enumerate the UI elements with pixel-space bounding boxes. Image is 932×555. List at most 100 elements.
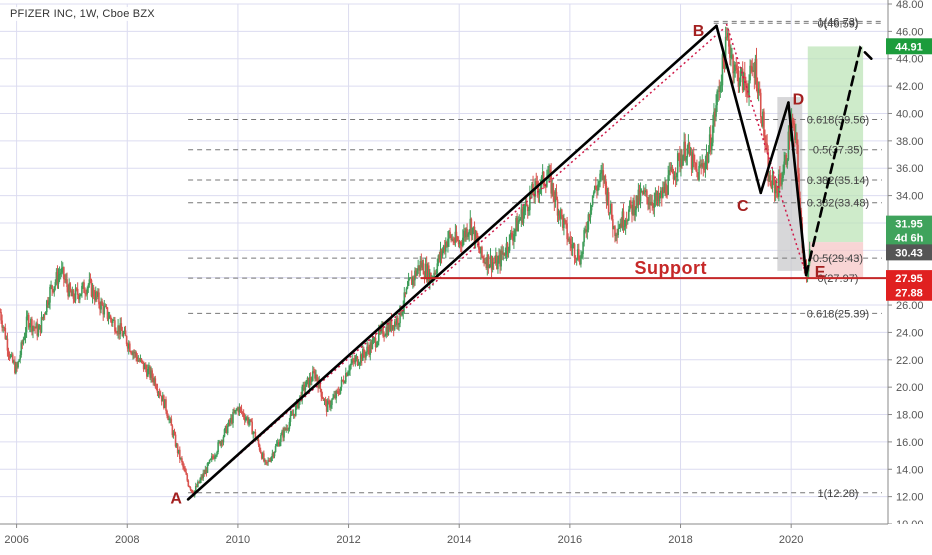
candle-body (743, 72, 746, 84)
candle-body (104, 306, 107, 308)
candle-body (623, 226, 626, 228)
candle-body (281, 431, 283, 436)
candle-body (391, 325, 394, 330)
candle-body (470, 218, 473, 236)
candle-body (341, 379, 344, 381)
candle-body (203, 473, 206, 475)
candle-body (641, 190, 644, 194)
candle-body (564, 219, 566, 221)
candle-body (320, 389, 323, 397)
pattern-leg (759, 101, 790, 195)
candle-body (785, 154, 788, 165)
candle-body (769, 175, 772, 186)
candle-body (380, 327, 382, 332)
candle-body (230, 417, 232, 423)
candle-body (383, 335, 385, 337)
candle-body (527, 210, 530, 212)
pattern-point-label: E (815, 264, 826, 281)
candle-body (208, 459, 211, 463)
candle-body (624, 220, 627, 227)
candle-body (325, 401, 328, 412)
candle-body (120, 323, 123, 331)
candle-body (273, 451, 276, 457)
candle-body (780, 180, 782, 185)
candle-body (498, 255, 500, 261)
candle-body (410, 277, 413, 285)
candle-body (506, 243, 509, 251)
candle-body (210, 456, 213, 459)
candle-body (695, 162, 697, 170)
candle-body (119, 323, 122, 335)
candle-body (124, 330, 127, 337)
candle-body (491, 262, 494, 270)
candle-body (96, 291, 98, 297)
abcde-pattern: A B C D E (170, 23, 876, 507)
price-tag (886, 38, 932, 55)
candle-body (696, 169, 698, 173)
candle-body (224, 425, 227, 430)
candle-body (395, 321, 397, 325)
candle-body (396, 317, 398, 325)
candle-body (355, 356, 358, 359)
candle-body (0, 312, 2, 321)
candle-body (435, 272, 438, 274)
candle-body (97, 292, 99, 297)
candle-body (598, 181, 600, 185)
price-tag (886, 284, 932, 301)
candle-body (772, 174, 775, 180)
y-tick-label: 36.00 (896, 163, 924, 175)
candle-body (687, 142, 690, 149)
candle-body (80, 293, 82, 296)
candle-body (664, 183, 666, 193)
fib-level-label: 1(12.28) (818, 488, 859, 500)
candle-body (365, 352, 367, 358)
y-tick-label: 12.00 (896, 492, 924, 504)
candle-body (347, 372, 349, 376)
candle-body (308, 377, 311, 387)
candle-body (142, 361, 145, 370)
candle-body (436, 263, 439, 273)
candle-body (737, 69, 740, 87)
grid (0, 3, 888, 525)
candle-body (207, 462, 210, 464)
candle-body (752, 70, 755, 72)
candle-body (102, 305, 105, 315)
candle-body (708, 134, 711, 152)
price-tag (886, 215, 932, 232)
candle-body (806, 271, 809, 279)
candle-body (277, 442, 280, 447)
candle-body (179, 449, 181, 459)
candle-body (715, 105, 717, 117)
candle-body (269, 461, 272, 462)
candle-body (342, 380, 345, 383)
candle-body (25, 316, 28, 333)
candle-body (319, 380, 322, 390)
candle-body (747, 94, 749, 96)
candle-body (556, 199, 559, 216)
candle-body (463, 231, 465, 238)
candle-body (288, 421, 291, 429)
candle-body (31, 319, 33, 332)
candle-body (426, 265, 429, 281)
candle-body (168, 418, 170, 421)
candle-body (764, 136, 766, 143)
candle-body (590, 205, 593, 211)
pattern-point-label: B (693, 23, 705, 40)
candle-body (756, 88, 759, 94)
candle-body (443, 245, 446, 252)
candle-body (242, 412, 245, 418)
candle-body (591, 195, 594, 206)
candle-body (312, 371, 314, 381)
candle-body (768, 175, 771, 182)
price-tag-label: 4d 6h (895, 233, 924, 245)
candle-body (414, 270, 416, 281)
candle-body (240, 408, 243, 413)
candle-body (354, 358, 357, 363)
candle-body (56, 272, 59, 284)
candle-body (439, 249, 442, 260)
candle-body (132, 352, 134, 355)
candle-body (531, 184, 533, 195)
candle-body (522, 211, 525, 224)
candle-body (415, 270, 417, 276)
